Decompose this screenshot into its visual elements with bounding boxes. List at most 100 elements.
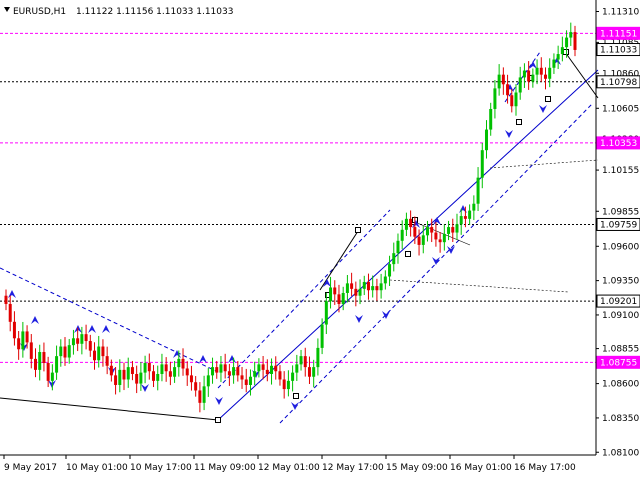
candle-body [514, 92, 518, 107]
wave-point-box [545, 96, 551, 102]
candle-body [232, 367, 236, 376]
candle-body [404, 218, 408, 230]
candle-body [135, 373, 139, 384]
candle-body [329, 287, 333, 302]
candle-body [248, 376, 252, 385]
wave-line [319, 227, 361, 291]
candle-body [560, 47, 564, 55]
candle-body [400, 229, 404, 241]
candle-body [522, 70, 526, 78]
candle-body [383, 276, 387, 284]
candle-body [430, 227, 434, 233]
candle-body [185, 368, 189, 376]
candle-body [114, 375, 118, 385]
candle-body [476, 177, 480, 204]
candle-body [480, 150, 484, 178]
base-line [0, 397, 219, 421]
candle-body [189, 375, 193, 383]
candle-body [417, 236, 421, 245]
candle-body [173, 367, 177, 377]
fractal-down-marker [215, 397, 223, 405]
candle-body [88, 341, 92, 351]
candle-body [371, 286, 375, 291]
wave-point-box [516, 119, 522, 125]
price-label-box [596, 26, 640, 40]
price-tick-label: 1.11310 [602, 7, 639, 17]
candle-body [93, 350, 97, 361]
price-label-box [596, 217, 640, 231]
candle-body [472, 203, 476, 211]
candle-body [181, 358, 185, 369]
candle-body [556, 54, 560, 60]
candle-body [501, 74, 505, 85]
price-tick-label: 1.09100 [602, 311, 639, 321]
price-tick-label: 1.09350 [602, 277, 639, 287]
candle-body [219, 364, 223, 373]
candle-body [194, 382, 198, 391]
candle-body [434, 232, 438, 240]
candle-body [442, 233, 446, 243]
candle-body [358, 288, 362, 296]
candle-body [379, 283, 383, 291]
fractal-down-marker [539, 105, 547, 113]
price-tick-label: 1.08600 [602, 380, 639, 390]
price-tick-label: 1.08855 [602, 345, 639, 355]
price-label-value: 1.10798 [600, 78, 637, 88]
candle-body [527, 70, 531, 82]
candle-body [548, 67, 552, 79]
candle-body [42, 352, 46, 364]
fractal-up-marker [529, 61, 537, 69]
fractal-up-marker [102, 325, 110, 333]
fractal-up-marker [412, 220, 420, 228]
candle-body [366, 281, 370, 291]
wave-point-box [405, 251, 411, 257]
candle-body [413, 227, 417, 237]
candle-body [118, 369, 122, 385]
fractal-up-marker [433, 217, 441, 225]
collapse-triangle-icon[interactable] [4, 7, 10, 12]
candle-body [320, 324, 324, 348]
candle-body [21, 331, 25, 350]
candle-body [46, 363, 50, 381]
candle-body [489, 108, 493, 130]
candle-body [278, 371, 282, 380]
fractal-up-marker [8, 290, 16, 298]
candle-body [362, 281, 366, 289]
candle-body [552, 59, 556, 68]
candle-body [160, 364, 164, 374]
wave-line [489, 159, 599, 169]
candle-body [392, 253, 396, 265]
fractal-down-marker [432, 257, 440, 265]
candle-body [312, 367, 316, 377]
price-label-box [596, 43, 640, 57]
candle-body [506, 84, 510, 96]
price-label-value: 1.11033 [600, 46, 637, 56]
candle-body [286, 380, 290, 390]
candle-body [76, 338, 80, 344]
candle-body [421, 235, 425, 245]
candle-body [101, 346, 105, 357]
channel-line [217, 209, 391, 389]
candle-body [29, 342, 33, 359]
price-tick-label: 1.09600 [602, 242, 639, 252]
candle-body [71, 338, 75, 346]
candle-body [139, 372, 143, 384]
candle-body [569, 32, 573, 38]
candle-body [468, 210, 472, 219]
candle-body [143, 363, 147, 373]
candle-body [177, 358, 181, 368]
candle-body [17, 338, 21, 350]
time-tick-label: 10 May 01:00 [66, 463, 128, 473]
price-tick-label: 1.10605 [602, 104, 639, 114]
fractal-up-marker [228, 355, 236, 363]
candle-body [97, 346, 101, 361]
candle-body [510, 95, 514, 107]
price-label-value: 1.09759 [600, 220, 637, 230]
candle-body [299, 356, 303, 365]
candle-body [333, 287, 337, 295]
price-label-box [596, 136, 640, 150]
wave-point-box [563, 49, 569, 55]
candle-body [156, 373, 160, 381]
